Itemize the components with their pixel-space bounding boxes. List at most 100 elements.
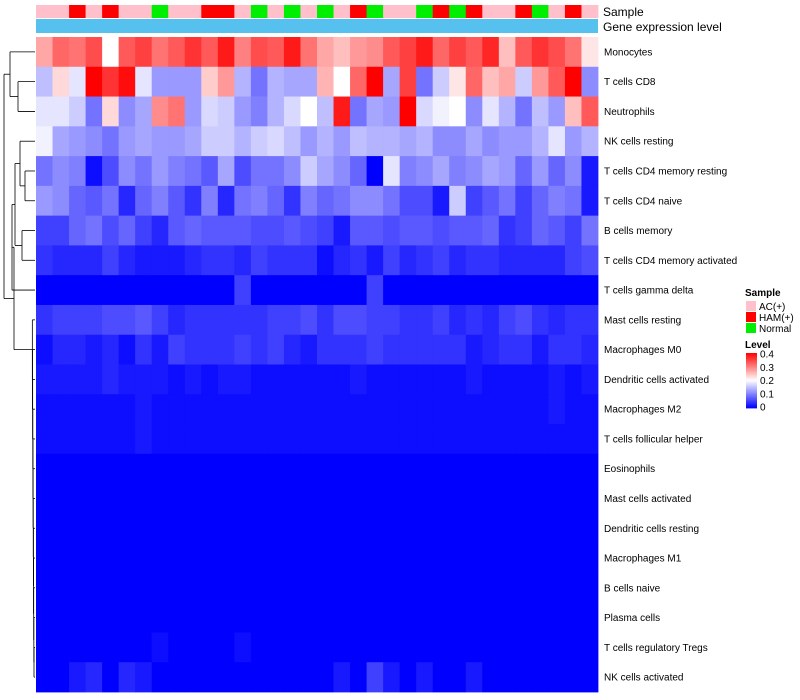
heatmap-cell [267,275,285,306]
heatmap-cell [36,513,53,544]
heatmap-cell [135,424,153,455]
heatmap-cell [36,304,53,336]
heatmap-cell [184,543,202,574]
row-label: Dendritic cells resting [604,524,699,535]
heatmap-cell [317,424,334,455]
heatmap-cell [267,513,285,544]
heatmap-cell [383,66,401,97]
heatmap-cell [283,602,301,633]
heatmap-cell [548,662,566,693]
heatmap-cell [36,37,53,68]
heatmap-cell [151,424,169,455]
heatmap-cell [151,66,169,97]
heatmap-cell [317,215,334,246]
heatmap-cell [283,453,301,484]
heatmap-cell [317,37,334,68]
heatmap-cell [366,156,384,187]
heatmap-cell [217,424,235,455]
sample-cell [118,5,136,18]
heatmap-cell [366,96,384,127]
heatmap-cell [118,185,136,217]
heatmap-cell [36,543,53,574]
heatmap-cell [135,215,153,246]
heatmap-cell [267,662,285,693]
heatmap-cell [283,394,301,425]
colorbar-step [746,364,757,366]
heatmap-cell [250,572,268,604]
heatmap-cell [465,275,483,306]
heatmap-cell [69,245,86,276]
heatmap-cell [564,394,582,425]
heatmap-cell [416,453,434,484]
heatmap-cell [333,156,351,187]
row-label: NK cells resting [604,137,673,148]
heatmap-cell [366,364,384,395]
heatmap-cell [531,126,549,157]
heatmap-cell [52,572,70,604]
colorbar-step [746,398,757,401]
heatmap-cell [317,245,334,276]
heatmap-cell [531,572,549,604]
heatmap-cell [366,602,384,633]
heatmap-cell [267,483,285,514]
sample-cell [317,5,334,18]
heatmap-cell [515,572,533,604]
heatmap-cell [168,185,186,217]
heatmap-cell [234,37,252,68]
sample-cell [465,5,483,18]
heatmap-cell [217,245,235,276]
heatmap-cell [36,632,53,663]
heatmap-cell [283,334,301,365]
heatmap-cell [350,185,367,217]
heatmap-cell [234,453,252,484]
heatmap-cell [581,543,599,574]
heatmap-cell [135,96,153,127]
heatmap-cell [317,572,334,604]
heatmap-cell [465,543,483,574]
heatmap-cell [300,632,318,663]
colorbar-step [746,395,757,398]
heatmap-cell [498,453,516,484]
heatmap-cell [482,513,500,544]
heatmap-cell [399,156,417,187]
heatmap-cell [168,126,186,157]
heatmap-cell [250,37,268,68]
heatmap-cell [168,632,186,663]
row-label: T cells CD4 naive [604,196,683,207]
heatmap-cell [366,185,384,217]
heatmap-cell [465,513,483,544]
heatmap-cell [498,483,516,514]
heatmap-cell [118,66,136,97]
heatmap-cell [399,572,417,604]
heatmap-cell [250,364,268,395]
heatmap-cell [399,394,417,425]
heatmap-cell [465,245,483,276]
heatmap-cell [201,126,219,157]
heatmap-cell [498,156,516,187]
heatmap-cell [498,543,516,574]
heatmap-cell [234,364,252,395]
heatmap-cell [283,66,301,97]
heatmap-cell [366,245,384,276]
heatmap-cell [564,602,582,633]
heatmap-cell [548,156,566,187]
heatmap-cell [267,572,285,604]
heatmap-cell [283,215,301,246]
heatmap-cell [498,334,516,365]
legend: Sample AC(+)HAM(+)Normal Level 0.4 0.3 0.2… [745,288,794,414]
heatmap-cell [102,156,120,187]
heatmap-cell [564,66,582,97]
heatmap-cell [217,453,235,484]
heatmap-cell [416,543,434,574]
heatmap-cell [350,572,367,604]
heatmap-cell [201,602,219,633]
colorbar-step [746,384,757,387]
heatmap-cell [432,602,450,633]
heatmap-cell [465,156,483,187]
heatmap-cell [102,572,120,604]
heatmap-cell [317,304,334,336]
heatmap-cell [333,37,351,68]
sample-cell [432,5,450,18]
colorbar-step [746,354,757,357]
heatmap-cell [383,483,401,514]
